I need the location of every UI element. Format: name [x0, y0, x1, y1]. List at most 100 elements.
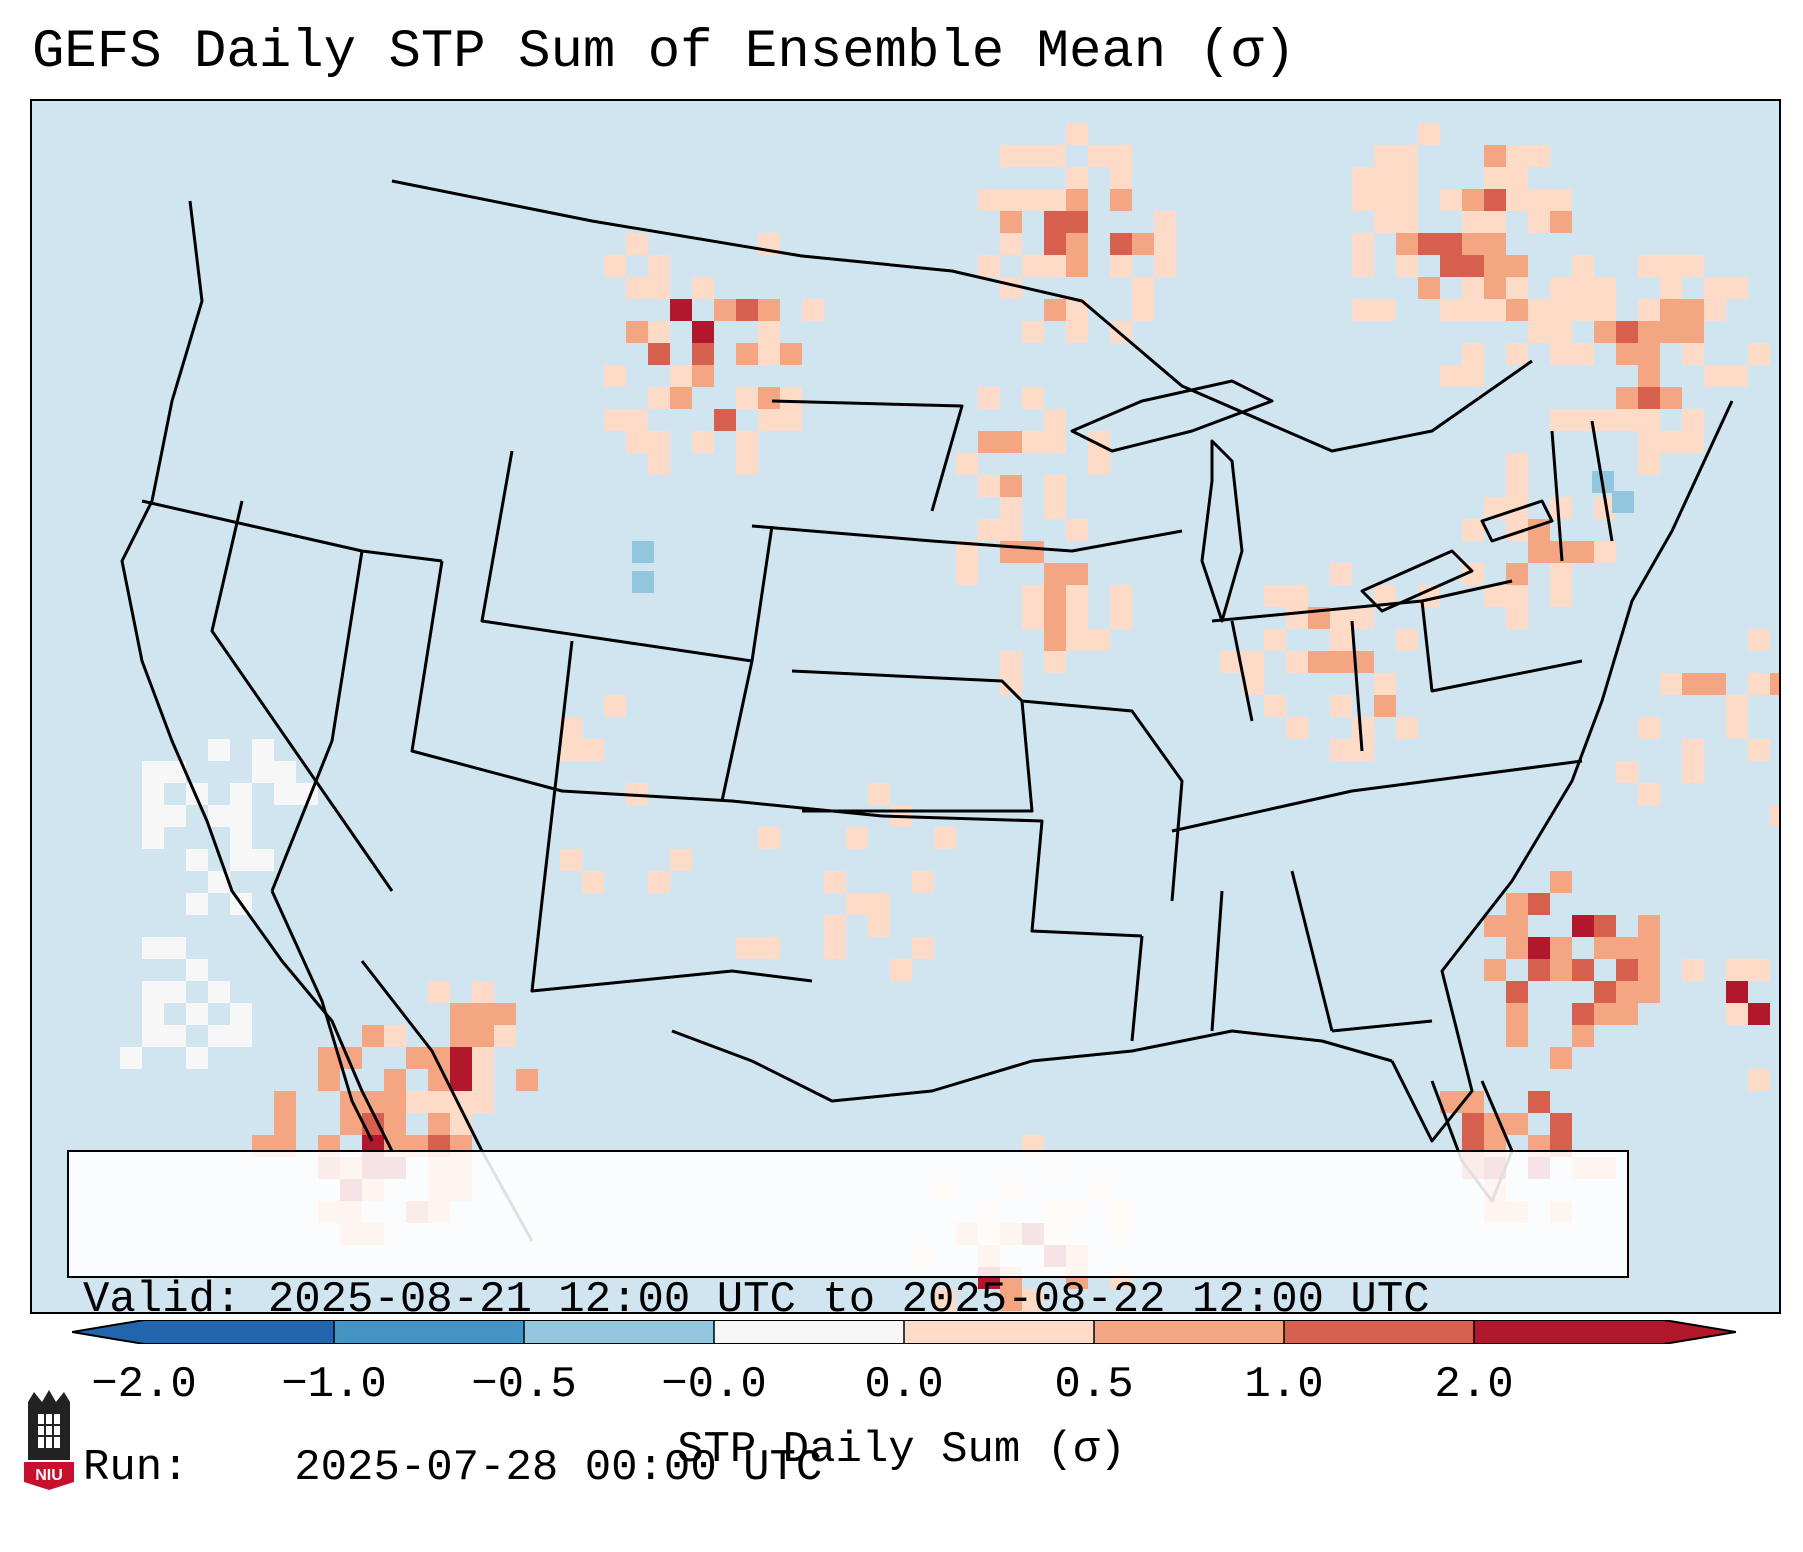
stp-cell: [230, 849, 252, 871]
stp-cell: [1638, 255, 1660, 277]
stp-cell: [1726, 277, 1748, 299]
stp-cell: [626, 233, 648, 255]
stp-cell: [142, 783, 164, 805]
state-boundaries: [120, 179, 1734, 1242]
stp-cell: [142, 827, 164, 849]
stp-cell: [1242, 651, 1264, 673]
stp-cell: [1484, 233, 1506, 255]
stp-cell: [1396, 211, 1418, 233]
stp-cell: [1506, 937, 1528, 959]
stp-cell: [1506, 167, 1528, 189]
map-panel: [30, 99, 1781, 1314]
stp-cell: [1506, 1113, 1528, 1135]
stp-cell: [1066, 299, 1088, 321]
stp-cell: [1088, 145, 1110, 167]
stp-cell: [736, 299, 758, 321]
stp-cell: [560, 849, 582, 871]
stp-cell: [1044, 255, 1066, 277]
stp-cell: [1748, 673, 1770, 695]
stp-cell: [1066, 233, 1088, 255]
stp-cell: [1550, 563, 1572, 585]
stp-cell: [1528, 541, 1550, 563]
stp-cell: [1396, 233, 1418, 255]
stp-cell: [142, 1003, 164, 1025]
stp-cell: [604, 365, 626, 387]
stp-cell: [736, 343, 758, 365]
stp-cell: [1352, 189, 1374, 211]
stp-cell: [1352, 167, 1374, 189]
stp-cell: [1352, 717, 1374, 739]
stp-cell: [186, 959, 208, 981]
stp-cell-negative: [632, 571, 654, 593]
stp-cell: [252, 761, 274, 783]
stp-cell: [1550, 343, 1572, 365]
colorbar-segment: [1474, 1320, 1664, 1344]
stp-cell: [1726, 1003, 1748, 1025]
state-line-23: [1550, 430, 1564, 562]
stp-cell: [1550, 1113, 1572, 1135]
stp-cell: [1066, 321, 1088, 343]
stp-cell: [164, 1025, 186, 1047]
state-line-8: [751, 524, 1183, 553]
stp-cell: [1418, 123, 1440, 145]
stp-cell: [1594, 541, 1616, 563]
stp-cell: [1440, 1091, 1462, 1113]
colorbar-segment: [714, 1320, 904, 1344]
stp-cell: [1022, 1289, 1044, 1311]
stp-cell: [1572, 255, 1594, 277]
stp-cell: [340, 1113, 362, 1135]
stp-cell: [1066, 607, 1088, 629]
stp-cell: [1484, 277, 1506, 299]
stp-cell: [1638, 453, 1660, 475]
stp-cell: [1528, 145, 1550, 167]
stp-cell: [1616, 937, 1638, 959]
stp-cell: [164, 937, 186, 959]
state-line-13: [1171, 759, 1583, 833]
stp-cell: [1748, 1069, 1770, 1091]
stp-cell: [1462, 1113, 1484, 1135]
stp-cell: [1066, 629, 1088, 651]
stp-cell: [1440, 299, 1462, 321]
stp-cell: [1110, 189, 1132, 211]
stp-cell: [230, 805, 252, 827]
state-line-21: [1420, 600, 1583, 693]
stp-cell: [1660, 321, 1682, 343]
colorbar-extend-high: [1664, 1320, 1736, 1344]
stp-cell: [1484, 167, 1506, 189]
stp-cell: [934, 1289, 956, 1311]
stp-cell: [1704, 365, 1726, 387]
stp-cell: [1044, 651, 1066, 673]
stp-cell: [1000, 1289, 1022, 1311]
stp-cell: [1330, 695, 1352, 717]
stp-cell: [1726, 981, 1748, 1003]
colorbar-tick-label: −2.0: [91, 1360, 197, 1410]
stp-cell: [208, 1025, 230, 1047]
stp-cell: [1264, 585, 1286, 607]
stp-cell: [1066, 563, 1088, 585]
stp-cell: [978, 431, 1000, 453]
stp-cell: [230, 827, 252, 849]
stp-cell: [1264, 629, 1286, 651]
stp-cell: [1440, 365, 1462, 387]
stp-cell: [164, 981, 186, 1003]
stp-cell: [1506, 277, 1528, 299]
stp-cell: [1550, 321, 1572, 343]
stp-cell: [1726, 959, 1748, 981]
stp-cell: [1484, 959, 1506, 981]
stp-cell: [1726, 365, 1748, 387]
east-coast: [1390, 400, 1734, 1143]
stp-cell: [868, 783, 890, 805]
stp-cell: [1638, 321, 1660, 343]
stp-cell: [1506, 453, 1528, 475]
stp-cell: [1396, 145, 1418, 167]
stp-cell: [1616, 761, 1638, 783]
stp-cell: [1044, 189, 1066, 211]
stp-cell: [186, 1003, 208, 1025]
stp-cell: [648, 387, 670, 409]
stp-cell: [626, 409, 648, 431]
colorbar-tick-label: 2.0: [1434, 1360, 1514, 1410]
stp-cell: [1462, 255, 1484, 277]
stp-cell: [1682, 739, 1704, 761]
stp-cell: [1374, 189, 1396, 211]
stp-cell: [1462, 343, 1484, 365]
